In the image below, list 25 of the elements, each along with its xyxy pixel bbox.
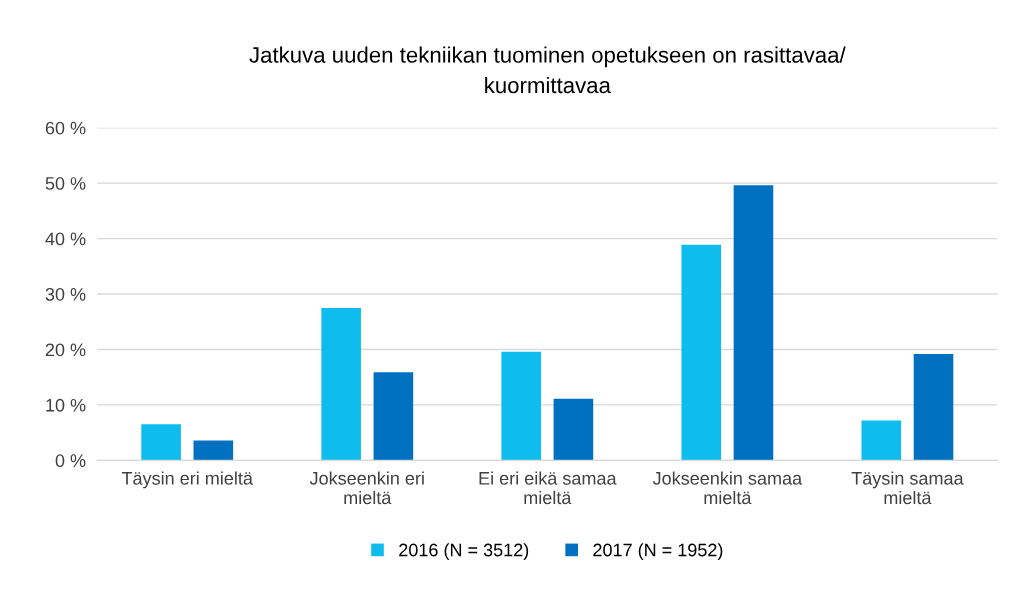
- bar: [193, 440, 234, 461]
- x-tick-label: Jokseenkin eri mieltä: [309, 471, 424, 505]
- bar: [373, 372, 414, 461]
- y-tick-label: 60 %: [45, 121, 86, 135]
- bar: [861, 420, 902, 461]
- chart-title: Jatkuva uuden tekniikan tuominen opetukseen on rasittavaa/ kuormittavaa: [249, 46, 846, 94]
- x-tick-label: Täysin samaa mieltä: [851, 471, 964, 505]
- x-tick-label: Jokseenkin samaa mieltä: [652, 471, 803, 505]
- y-tick-label: 20 %: [45, 343, 86, 357]
- bar: [553, 398, 594, 461]
- legend-label: 2017 (N = 1952): [593, 543, 723, 560]
- y-tick-label: 10 %: [46, 398, 86, 412]
- x-tick-label: Ei eri eikä samaa mieltä: [479, 471, 617, 505]
- bar: [913, 353, 954, 461]
- bar: [321, 307, 361, 461]
- bar: [733, 185, 774, 461]
- x-tick-label: Täysin eri mieltä: [121, 471, 253, 489]
- y-tick-label: 0 %: [55, 454, 86, 468]
- legend-label: 2016 (N = 3512): [399, 543, 529, 560]
- bar: [141, 424, 181, 461]
- y-tick-label: 40 %: [45, 232, 86, 246]
- y-tick-label: 50 %: [45, 177, 86, 190]
- bar: [681, 244, 722, 461]
- y-tick-label: 30 %: [45, 287, 86, 301]
- bar: [501, 351, 541, 461]
